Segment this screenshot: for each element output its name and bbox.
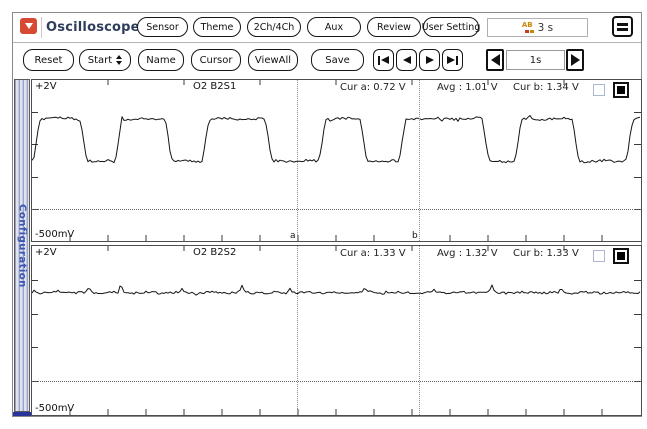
channel-visible-checkbox[interactable] <box>613 82 629 98</box>
timebase-increase-button[interactable] <box>566 49 584 71</box>
record-time-display: AB 3 s <box>487 18 588 37</box>
waveform-plot-2 <box>32 246 641 415</box>
avg-readout: Avg : 1.32 V <box>437 248 498 259</box>
cursor-a-readout: Cur a: 0.72 V <box>340 82 406 93</box>
channel-name: O2 B2S1 <box>193 81 237 92</box>
timebase-decrease-button[interactable] <box>486 49 504 71</box>
chevron-down-icon <box>24 23 33 29</box>
skip-start-icon <box>381 56 389 64</box>
aux-button[interactable]: Aux <box>307 17 361 37</box>
cursor-b-readout: Cur b: 1.33 V <box>513 248 579 259</box>
step-forward-button[interactable] <box>419 49 440 71</box>
cursor-b-readout: Cur b: 1.34 V <box>513 82 579 93</box>
bottom-scale-label: -500mV <box>35 403 75 414</box>
user-setting-button[interactable]: User Setting <box>422 17 480 37</box>
cursor-b-label: b <box>411 231 419 241</box>
sensor-button[interactable]: Sensor <box>137 17 188 37</box>
channel-name: O2 B2S2 <box>193 247 237 258</box>
list-menu-button[interactable] <box>612 16 633 37</box>
channel-select-checkbox[interactable] <box>593 250 605 262</box>
channel-visible-checkbox[interactable] <box>613 248 629 264</box>
cursor-a-line-1[interactable] <box>297 80 298 241</box>
sidebar-end-bar <box>13 412 48 416</box>
right-arrow-icon <box>570 54 580 66</box>
record-time-value: 3 s <box>537 21 554 34</box>
channel-mode-button[interactable]: 2Ch/4Ch <box>247 17 301 37</box>
zero-volt-line-2 <box>32 381 641 382</box>
left-arrow-icon <box>490 54 500 66</box>
channel-panel-1: +2V O2 B2S1 Cur a: 0.72 V Avg : 1.01 V C… <box>31 79 642 242</box>
ab-repeat-icon: AB <box>522 22 533 33</box>
app-menu-icon[interactable] <box>20 18 37 34</box>
cursor-a-line-2[interactable] <box>297 246 298 415</box>
step-back-button[interactable] <box>396 49 417 71</box>
prev-icon <box>402 56 411 64</box>
viewall-button[interactable]: ViewAll <box>248 49 298 71</box>
skip-to-start-button[interactable] <box>373 49 394 71</box>
main-area: Configuration +2V O2 B2S1 Cur a: 0.72 V … <box>13 79 642 416</box>
cursor-a-label: a <box>289 231 297 241</box>
cursor-button[interactable]: Cursor <box>191 49 241 71</box>
reset-button[interactable]: Reset <box>23 49 74 71</box>
avg-readout: Avg : 1.01 V <box>437 82 498 93</box>
channel-panel-2: +2V O2 B2S2 Cur a: 1.33 V Avg : 1.32 V C… <box>31 245 642 416</box>
cursor-b-line-1[interactable] <box>419 80 420 241</box>
start-button[interactable]: Start <box>79 49 131 71</box>
bottom-scale-label: -500mV <box>35 229 75 240</box>
review-button[interactable]: Review <box>367 17 421 37</box>
timebase-value: 1s <box>506 50 565 70</box>
waveform-plot-1 <box>32 80 641 241</box>
toolbar: Reset Start Name Cursor ViewAll Save 1s <box>13 43 641 79</box>
configuration-sidebar-tab[interactable]: Configuration <box>14 79 30 412</box>
titlebar-divider <box>41 17 42 38</box>
skip-end-icon <box>447 56 455 64</box>
top-scale-label: +2V <box>35 81 57 92</box>
save-button[interactable]: Save <box>311 49 364 71</box>
stepper-icon <box>116 55 123 65</box>
sidebar-label: Configuration <box>16 203 28 288</box>
titlebar: Oscilloscope Sensor Theme 2Ch/4Ch Aux Re… <box>13 13 641 43</box>
theme-button[interactable]: Theme <box>193 17 241 37</box>
next-icon <box>425 56 434 64</box>
top-scale-label: +2V <box>35 247 57 258</box>
cursor-a-readout: Cur a: 1.33 V <box>340 248 406 259</box>
menu-lines-icon <box>617 22 628 26</box>
oscilloscope-window: Oscilloscope Sensor Theme 2Ch/4Ch Aux Re… <box>12 12 642 417</box>
name-button[interactable]: Name <box>138 49 184 71</box>
app-title: Oscilloscope <box>46 20 140 35</box>
skip-to-end-button[interactable] <box>442 49 463 71</box>
channel-select-checkbox[interactable] <box>593 84 605 96</box>
zero-volt-line-1 <box>32 209 641 210</box>
cursor-b-line-2[interactable] <box>419 246 420 415</box>
